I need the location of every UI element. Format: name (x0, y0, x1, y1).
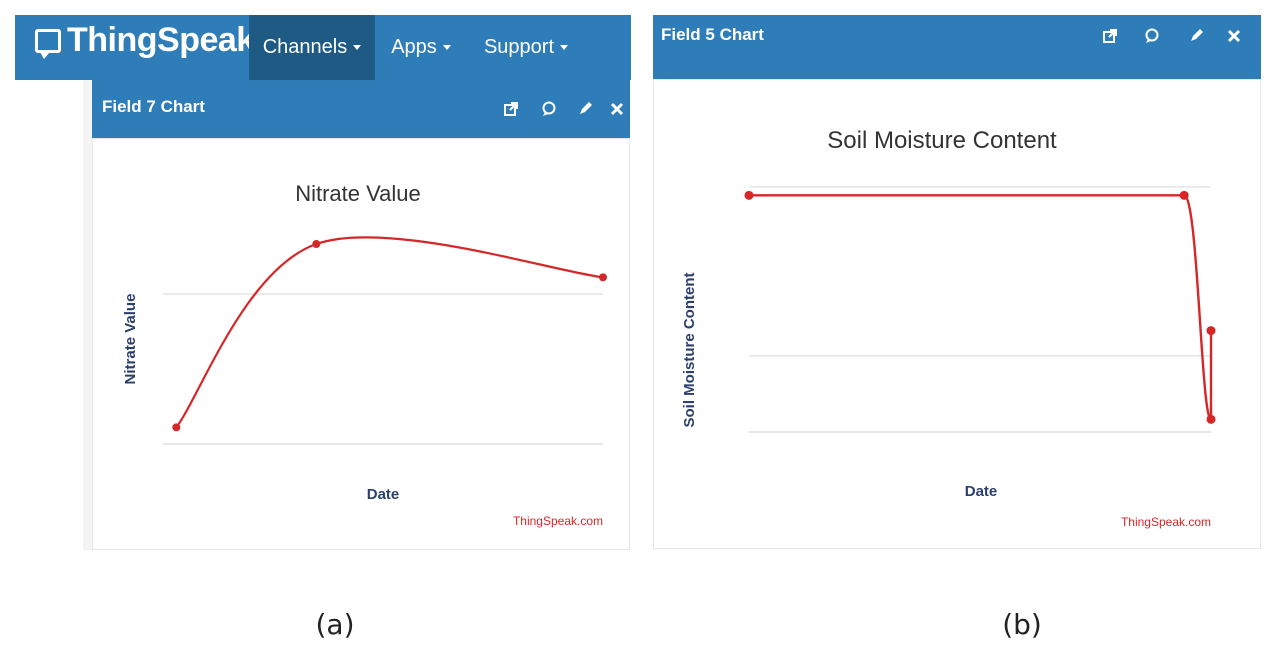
comment-icon[interactable] (1143, 27, 1161, 45)
chevron-down-icon (442, 45, 451, 50)
external-link-icon[interactable] (502, 100, 520, 118)
top-nav: ThingSpeak ™ Channels Apps Support (15, 15, 631, 80)
chart-title: Nitrate Value (295, 181, 421, 206)
nav-support[interactable]: Support (473, 15, 579, 80)
close-icon[interactable] (608, 100, 626, 118)
nav-support-label: Support (483, 36, 555, 58)
data-point (1179, 190, 1189, 200)
panel-b-title: Field 5 Chart (661, 25, 764, 44)
series-line (175, 236, 604, 428)
data-point (1206, 414, 1216, 424)
nav-channels[interactable]: Channels (249, 15, 375, 80)
panel-a-header: Field 7 Chart (92, 80, 630, 138)
pencil-icon[interactable] (1187, 27, 1205, 45)
nav-apps[interactable]: Apps (381, 15, 461, 80)
nitrate-chart: Nitrate Value Nitrate Value Date ThingSp… (122, 181, 607, 528)
soil-moisture-chart: Soil Moisture Content Soil Moisture Cont… (681, 127, 1216, 529)
panel-a-shadow (83, 80, 92, 550)
panel-b-header: Field 5 Chart (653, 15, 1261, 79)
pencil-icon[interactable] (576, 100, 594, 118)
panel-b-body: Soil Moisture Content Soil Moisture Cont… (653, 79, 1261, 549)
chart-credit: ThingSpeak.com (1121, 515, 1211, 529)
nav-channels-label: Channels (262, 36, 348, 58)
data-point (172, 423, 181, 432)
nav-apps-label: Apps (391, 36, 437, 58)
series-line (749, 194, 1213, 421)
comment-icon[interactable] (540, 100, 558, 118)
x-axis-label: Date (965, 483, 998, 500)
data-point (599, 273, 607, 282)
external-link-icon[interactable] (1101, 27, 1119, 45)
y-axis-label: Soil Moisture Content (681, 273, 698, 428)
chevron-down-icon (560, 45, 569, 50)
panel-a-body: Nitrate Value Nitrate Value Date ThingSp… (92, 138, 630, 550)
y-axis-label: Nitrate Value (122, 294, 139, 385)
data-point (744, 190, 754, 200)
close-icon[interactable] (1225, 27, 1243, 45)
logo-text: ThingSpeak (67, 21, 255, 59)
chevron-down-icon (353, 45, 362, 50)
caption-b: (b) (1002, 608, 1042, 641)
thingspeak-logo[interactable]: ThingSpeak ™ (35, 21, 267, 60)
caption-a: (a) (315, 608, 355, 641)
data-point (1206, 326, 1216, 336)
data-point (312, 240, 321, 248)
chart-title: Soil Moisture Content (827, 127, 1057, 154)
x-axis-label: Date (367, 486, 400, 503)
panel-a-title: Field 7 Chart (102, 97, 205, 116)
chat-bubble-icon (35, 28, 61, 59)
chart-credit: ThingSpeak.com (513, 514, 603, 528)
